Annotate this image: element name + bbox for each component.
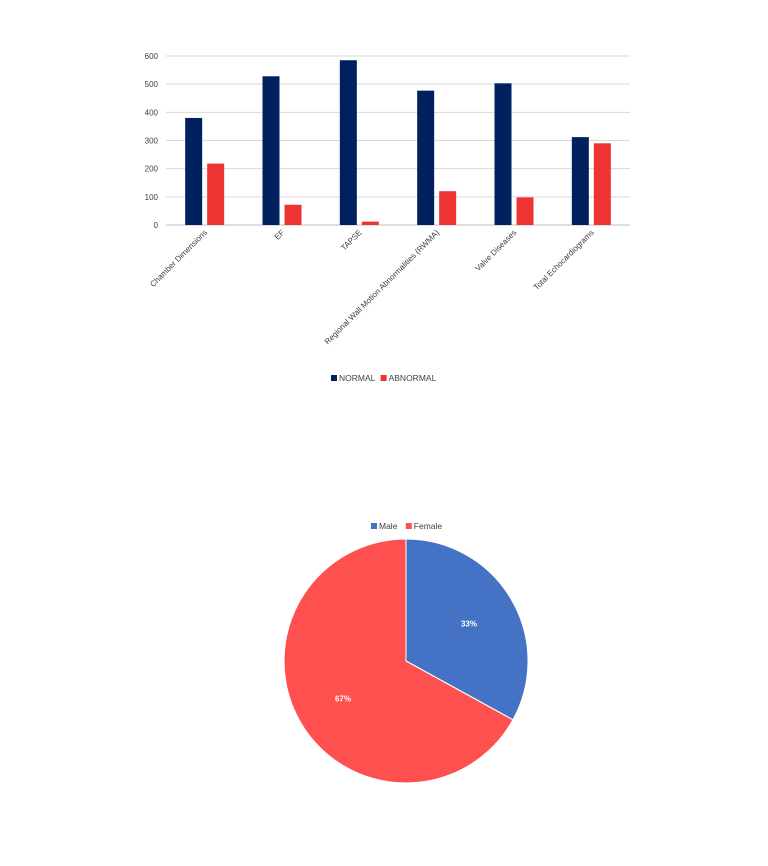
legend-swatch <box>405 523 412 529</box>
pie-slice-female <box>283 538 514 784</box>
bar-abnormal <box>593 143 611 225</box>
y-tick-label: 400 <box>145 108 159 117</box>
legend-label: NORMAL <box>339 373 376 383</box>
category-label: Chamber Dimensions <box>148 228 209 289</box>
pie-slice-male <box>405 538 529 721</box>
y-tick-label: 600 <box>145 52 159 61</box>
bar-normal <box>185 117 203 225</box>
bar-chart: 0 100 200 300 400 500 600 Chamber Dimensions EF… <box>145 52 630 383</box>
category-label: TAPSE <box>339 228 363 252</box>
legend-swatch <box>331 375 337 381</box>
bar-normal <box>417 90 435 226</box>
bar-chart-gridlines <box>166 55 630 226</box>
legend-label: Female <box>414 521 443 531</box>
pie-value-label: 67% <box>335 694 351 703</box>
legend-swatch <box>371 523 377 529</box>
y-tick-label: 300 <box>145 137 159 146</box>
legend-label: ABNORMAL <box>389 373 437 383</box>
pie-chart-slices <box>283 538 529 784</box>
pie-chart-legend: Male Female <box>371 521 442 531</box>
bar-abnormal <box>284 204 302 225</box>
bar-abnormal <box>516 197 534 225</box>
bar-normal <box>262 76 280 225</box>
y-tick-label: 0 <box>154 221 159 230</box>
pie-value-label: 33% <box>461 620 477 629</box>
category-label: Valve Diseases <box>473 228 518 273</box>
pie-chart-labels: 33% 67% <box>335 620 477 704</box>
legend-swatch <box>380 375 387 381</box>
bar-normal <box>494 83 512 226</box>
bar-chart-legend: NORMAL ABNORMAL <box>331 373 437 383</box>
y-tick-label: 200 <box>145 165 159 174</box>
category-label: Total Echocardiograms <box>532 228 596 292</box>
bar-abnormal <box>361 221 379 225</box>
bar-normal <box>571 137 589 225</box>
bar-abnormal <box>207 163 225 225</box>
bar-abnormal <box>439 191 457 225</box>
category-label: EF <box>273 228 287 242</box>
bar-chart-bars <box>185 60 611 226</box>
y-tick-label: 100 <box>145 193 159 202</box>
y-tick-label: 500 <box>145 80 159 89</box>
bar-chart-y-ticks: 0 100 200 300 400 500 600 <box>145 52 159 230</box>
bar-normal <box>339 60 357 225</box>
legend-label: Male <box>379 521 398 531</box>
